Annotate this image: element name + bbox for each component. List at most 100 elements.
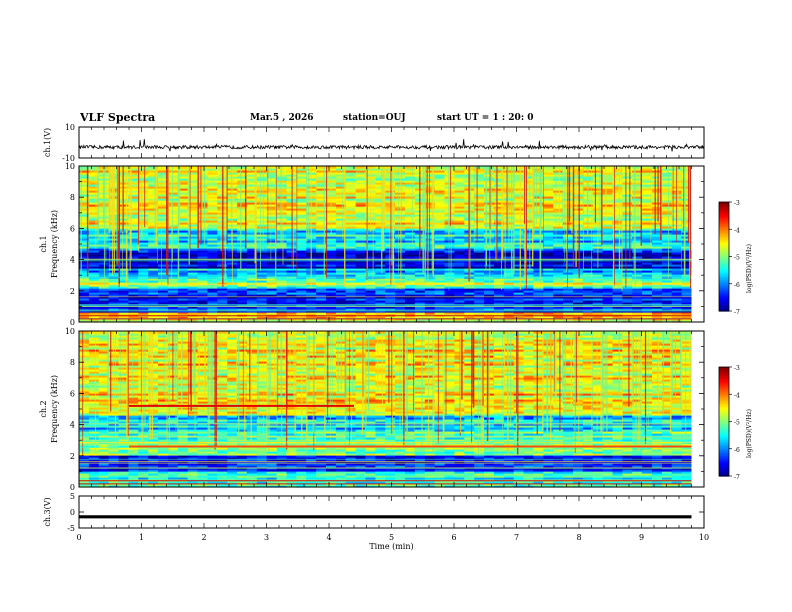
ch1-spectrogram-cell <box>444 218 455 221</box>
ch1-spectrogram-cell <box>276 300 288 303</box>
ch1-spectrogram-cell <box>335 294 347 297</box>
ch1-spectrogram-cell <box>533 182 544 185</box>
ch1-spectrogram-cell <box>563 236 574 239</box>
ch1-spectrogram-cell <box>138 186 149 189</box>
ch1-spectrogram-cell <box>148 230 159 233</box>
ch1-spectrogram-cell <box>484 302 495 305</box>
ch1-spectrogram-cell <box>493 302 505 305</box>
ch1-spectrogram-cell <box>553 296 564 299</box>
ch1-spectrogram-cell <box>523 192 535 195</box>
ch1-spectrogram-cell <box>661 294 673 297</box>
ch1-spectrogram-cell <box>365 240 376 243</box>
ch1-spectrogram-cell <box>79 308 90 311</box>
ch1-spectrogram-cell <box>197 296 208 299</box>
ch1-spectrogram-cell <box>148 246 159 249</box>
ch1-spectrogram-cell <box>207 234 218 237</box>
ch1-spectrogram-cell <box>207 280 218 283</box>
ch1-spectrogram-cell <box>256 248 268 251</box>
ch1-spectrogram-cell <box>158 204 169 207</box>
ch1-spectrogram-cell <box>434 270 446 273</box>
ch1-spectrogram-cell <box>612 302 623 305</box>
ch1-spectrogram-cell <box>187 200 199 203</box>
ch1-spectrogram-cell <box>612 188 623 191</box>
ch1-spectrogram-cell <box>493 192 505 195</box>
ch1-spectrogram-cell <box>533 296 544 299</box>
ch1-spectrogram-cell <box>484 272 495 275</box>
ch1-spectrogram-cell <box>652 198 663 201</box>
ch1-spectrogram-cell <box>602 302 614 305</box>
ch1-spectrogram-cell <box>266 288 278 291</box>
ch1-spectrogram-cell <box>661 202 673 205</box>
ch1-spectrogram-cell <box>434 316 446 319</box>
ch1-spectrogram-cell <box>553 248 564 251</box>
ch1-spectrogram-cell <box>335 232 347 235</box>
ch1-spectrogram-cell <box>98 302 110 305</box>
ch1-spectrogram-cell <box>642 186 653 189</box>
ch1-spectrogram-cell <box>138 292 149 295</box>
ch1-spectrogram-cell <box>533 294 544 297</box>
ch1-spectrogram-cell <box>424 182 436 185</box>
ch1-spectrogram-cell <box>573 268 584 271</box>
ch1-spectrogram-cell <box>316 250 327 253</box>
ch1-spectrogram-cell <box>266 282 278 285</box>
ch1-spectrogram-cell <box>622 220 633 223</box>
ch1-spectrogram-cell <box>474 256 485 259</box>
ch1-spectrogram-cell <box>464 298 475 301</box>
ch1-y-tick-label: 10 <box>65 123 75 132</box>
ch1-spectrogram-cell <box>563 294 574 297</box>
ch1-spectrogram-cell <box>158 298 169 301</box>
ch1-spectrogram-cell <box>187 212 199 215</box>
ch1-spectrogram-cell <box>405 202 416 205</box>
ch1-spectrogram-cell <box>177 182 189 185</box>
ch1-spectrogram-cell <box>227 286 238 289</box>
ch1-spectrogram-cell <box>503 246 515 249</box>
ch1-spectrogram-cell <box>227 308 238 311</box>
ch1-spectrogram-cell <box>128 278 139 281</box>
ch1-spectrogram-cell <box>316 190 327 193</box>
ch1-spectrogram-cell <box>207 274 218 277</box>
ch1-spectrogram-cell <box>642 294 653 297</box>
ch1-spectrogram-cell <box>632 284 643 287</box>
ch1-spectrogram-cell <box>118 234 129 237</box>
ch1-spectrogram-cell <box>187 256 199 259</box>
ch1-spectrogram-cell <box>434 240 446 243</box>
ch1-spectrogram-cell <box>454 292 465 295</box>
ch1-spectrogram-cell <box>424 186 436 189</box>
ch1-spectrogram-cell <box>237 270 248 273</box>
ch1-spectrogram-cell <box>138 242 149 245</box>
ch1-spectrogram-cell <box>553 286 564 289</box>
ch1-spectrogram-cell <box>484 250 495 253</box>
ch1-spectrogram-cell <box>345 278 357 281</box>
ch1-spectrogram-cell <box>454 274 465 277</box>
ch1-spectrogram-cell <box>128 216 139 219</box>
ch1-spectrogram-cell <box>493 270 505 273</box>
ch1-spectrogram-cell <box>375 222 386 225</box>
ch1-spectrogram-cell <box>474 226 485 229</box>
ch1-spectrogram-cell <box>316 202 327 205</box>
ch1-spectrogram-cell <box>582 264 594 267</box>
ch1-spectrogram-cell <box>602 266 614 269</box>
ch1-spectrogram-cell <box>148 272 159 275</box>
ch1-spectrogram-cell <box>256 312 268 315</box>
ch1-spectrogram-cell <box>592 302 604 305</box>
ch1-spectrogram-cell <box>187 206 199 209</box>
ch1-spectrogram-cell <box>671 266 683 269</box>
ch1-spectrogram-cell <box>158 234 169 237</box>
ch1-spectrogram-cell <box>622 246 633 249</box>
ch1-spectrogram-cell <box>444 216 455 219</box>
ch1-spectrogram-cell <box>177 286 189 289</box>
ch1-spectrogram-cell <box>266 208 278 211</box>
ch1-spectrogram-cell <box>187 184 199 187</box>
ch1-spectrogram-cell <box>355 196 367 199</box>
ch1-spectrogram-cell <box>444 208 455 211</box>
ch1-spectrogram-cell <box>306 296 317 299</box>
ch1-spectrogram-cell <box>158 238 169 241</box>
ch1-spectrogram-cell <box>474 290 485 293</box>
ch1-spectrogram-cell <box>661 298 673 301</box>
ch1-spectrogram-cell <box>237 238 248 241</box>
ch1-spectrogram-cell <box>197 198 208 201</box>
ch1-spectrogram-cell <box>424 264 436 267</box>
ch1-spectrogram-cell <box>395 300 406 303</box>
ch1-spectrogram-cell <box>632 194 643 197</box>
ch1-spectrogram-cell <box>79 192 90 195</box>
